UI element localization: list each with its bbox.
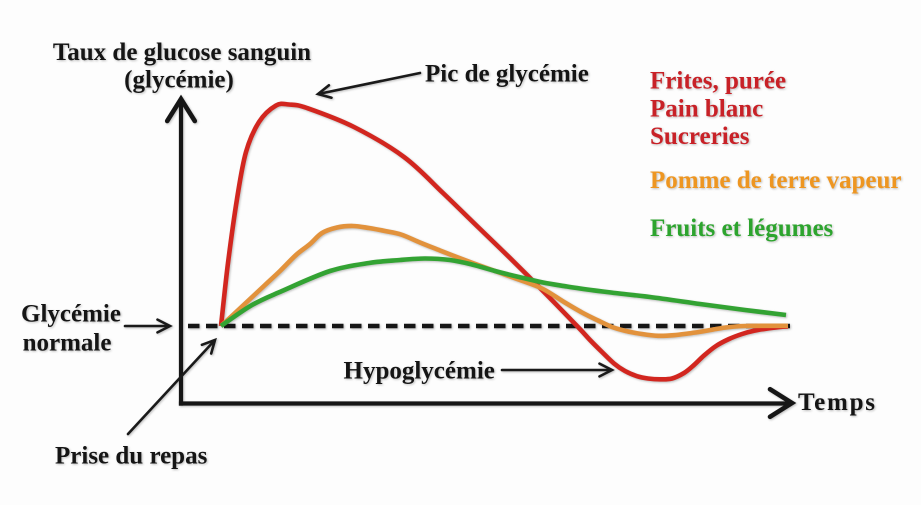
- svg-text:Prise du repas: Prise du repas: [55, 443, 208, 470]
- svg-text:Glycémie: Glycémie: [21, 300, 121, 327]
- svg-text:Pic de glycémie: Pic de glycémie: [425, 61, 589, 88]
- svg-text:Hypoglycémie: Hypoglycémie: [344, 358, 495, 385]
- svg-text:Taux de glucose sanguin: Taux de glucose sanguin: [53, 39, 311, 66]
- svg-text:Fruits et légumes: Fruits et légumes: [650, 215, 834, 242]
- svg-text:Pain blanc: Pain blanc: [650, 96, 763, 123]
- svg-text:Frites, purée: Frites, purée: [650, 68, 786, 95]
- svg-text:Sucreries: Sucreries: [650, 123, 750, 150]
- svg-text:Temps: Temps: [798, 389, 875, 416]
- svg-text:normale: normale: [23, 330, 112, 357]
- svg-text:(glycémie): (glycémie): [124, 67, 234, 94]
- svg-text:Pomme de terre vapeur: Pomme de terre vapeur: [650, 167, 902, 194]
